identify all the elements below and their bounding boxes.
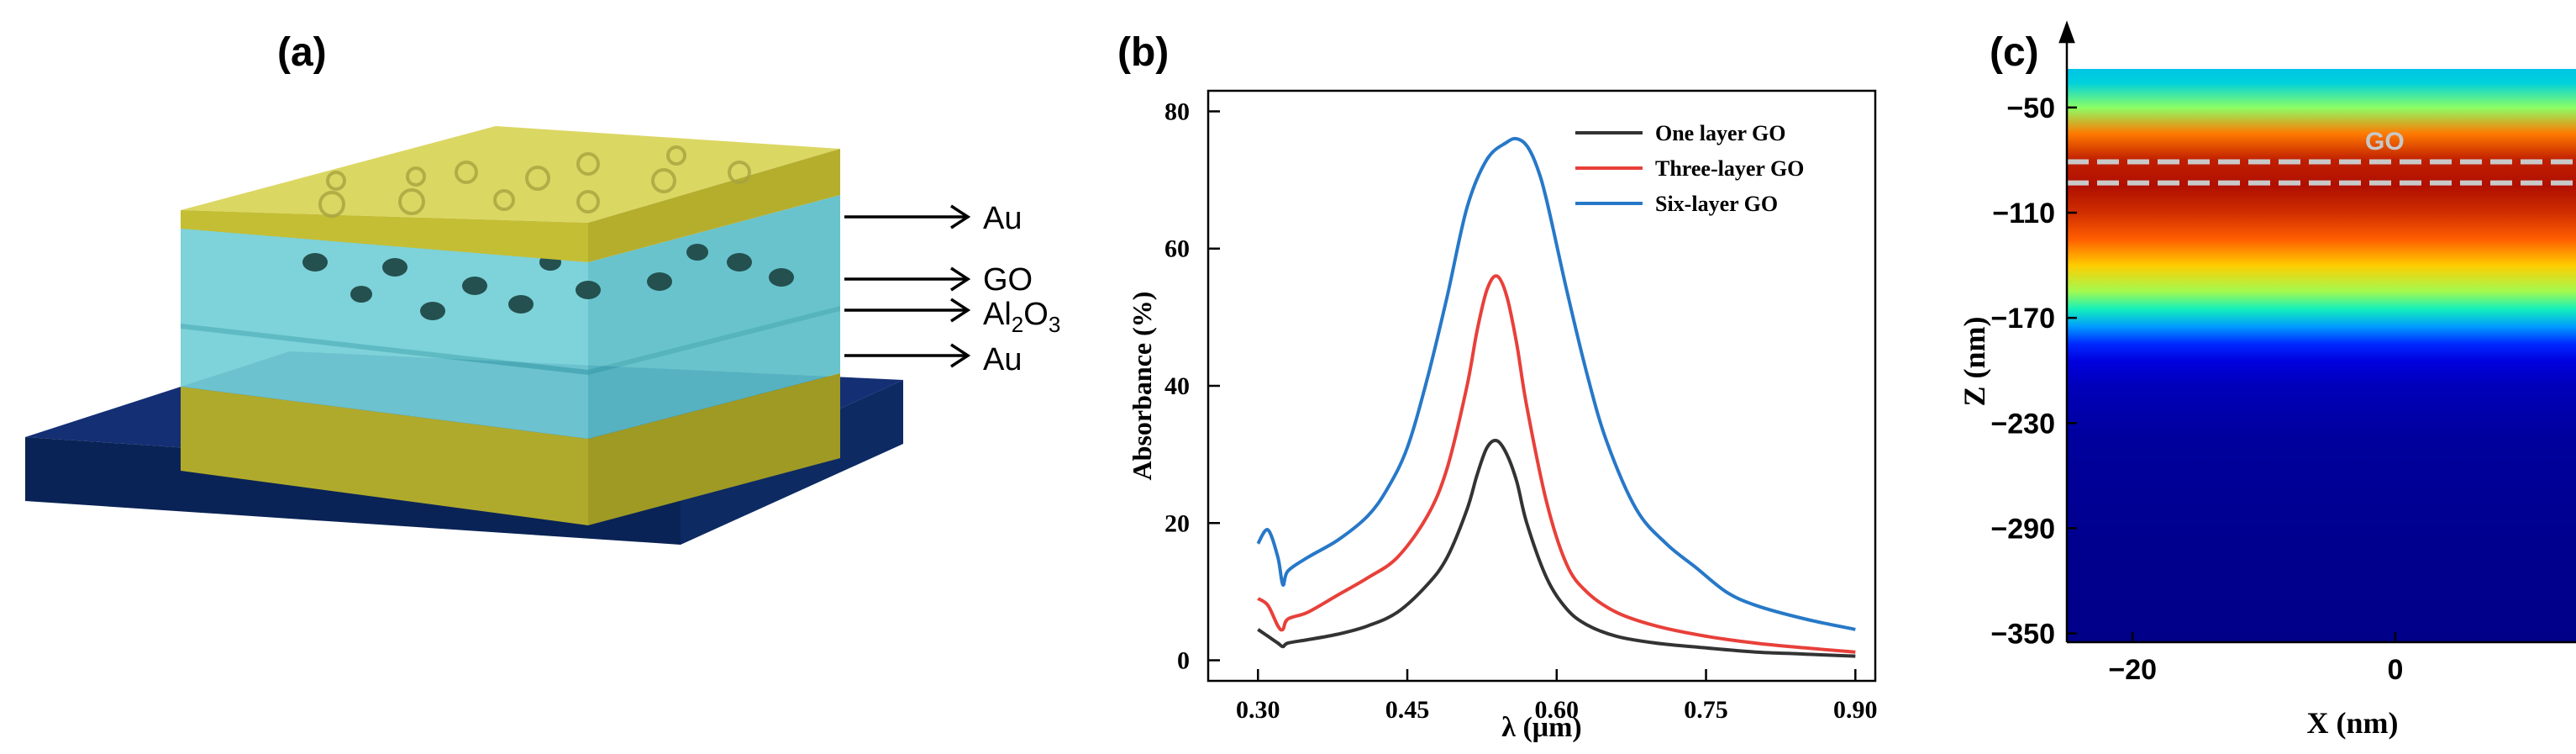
- field-heatmap-svg: (c) GO −50−110−170−230−290−350 −20020 X …: [1958, 20, 2576, 740]
- go-layer-markers: [2067, 159, 2576, 186]
- x-tick-label: 0: [2388, 654, 2404, 686]
- label-al2o3: Al2O3: [983, 297, 1060, 337]
- bottom-au-layer: [181, 373, 840, 525]
- y-tick-label: 60: [1164, 235, 1190, 263]
- al2o3-part1: Al: [983, 297, 1012, 332]
- legend-label: Three-layer GO: [1655, 156, 1804, 181]
- y-tick-label: 0: [1177, 647, 1190, 675]
- series-line-1: [1257, 438, 1856, 658]
- label-au-bottom: Au: [983, 342, 1022, 377]
- panel-c-field-heatmap: (c) GO −50−110−170−230−290−350 −20020 X …: [1890, 0, 2576, 754]
- top-molecule-pattern: [318, 145, 751, 218]
- go-annotation: GO: [2365, 128, 2405, 156]
- x-tick-label: 0.60: [1535, 696, 1580, 724]
- go-molecules: [302, 244, 794, 320]
- label-au-top: Au: [983, 201, 1022, 236]
- y-axis-ticks: −50 −110 −170 −230 −290 −350: [1990, 92, 2077, 651]
- y-axis-ticks: 0 20 40 60 80: [1164, 98, 1220, 675]
- legend: One layer GO Three-layer GO Six-layer GO: [1575, 121, 1804, 216]
- y-axis-label: Z (nm): [1958, 317, 1991, 407]
- series-line-2: [1257, 274, 1856, 654]
- al2o3-sub1: 2: [1012, 312, 1023, 337]
- y-tick-label: −110: [1992, 198, 2055, 229]
- series-line-3: [1256, 136, 1856, 631]
- x-axis-label: X (nm): [2307, 706, 2399, 740]
- x-axis-ticks: 0.30 0.45 0.60 0.75 0.90: [1236, 669, 1878, 724]
- al2o3-sub2: 3: [1049, 312, 1060, 337]
- device-schematic-svg: (a): [25, 30, 1060, 545]
- y-tick-label: 20: [1164, 509, 1190, 537]
- y-tick-label: 40: [1164, 372, 1190, 400]
- panel-a-device-schematic: (a): [0, 0, 1117, 754]
- absorbance-chart-svg: (b) 0.30 0.45 0.60 0.75 0.90 0 20 40 60 80 One l…: [1117, 30, 1878, 743]
- y-tick-label: −290: [1990, 513, 2055, 545]
- y-tick-label: −350: [1990, 619, 2055, 651]
- y-axis-label: Absorbance (%): [1127, 292, 1157, 481]
- field-map: [2067, 69, 2576, 642]
- al2o3-part2: O: [1023, 297, 1049, 332]
- panel-b-label: (b): [1117, 30, 1169, 75]
- panel-c-label: (c): [1990, 30, 2039, 75]
- legend-label: One layer GO: [1655, 121, 1786, 145]
- legend-label: Six-layer GO: [1655, 192, 1778, 216]
- series-lines: [1256, 136, 1856, 658]
- x-tick-label: 0.90: [1833, 696, 1878, 724]
- x-axis-label: λ (μm): [1501, 712, 1581, 743]
- x-tick-label: −20: [2108, 654, 2157, 686]
- x-tick-label: 0.30: [1236, 696, 1280, 724]
- label-go: GO: [983, 262, 1033, 298]
- y-tick-label: 80: [1164, 98, 1190, 125]
- panel-b-absorbance-chart: (b) 0.30 0.45 0.60 0.75 0.90 0 20 40 60 80 One l…: [1117, 0, 1890, 754]
- al2o3-layer: [181, 195, 840, 439]
- panel-a-label: (a): [277, 30, 327, 75]
- y-tick-label: −50: [2006, 92, 2055, 124]
- x-axis-ticks: −20020: [2108, 632, 2404, 686]
- y-tick-label: −170: [1990, 303, 2055, 335]
- x-tick-label: 0.75: [1684, 696, 1728, 724]
- y-tick-label: −230: [1990, 408, 2055, 440]
- axes: [2058, 20, 2576, 644]
- top-au-layer: [181, 126, 840, 262]
- x-tick-label: 0.45: [1385, 696, 1430, 724]
- layer-labels: [844, 204, 971, 368]
